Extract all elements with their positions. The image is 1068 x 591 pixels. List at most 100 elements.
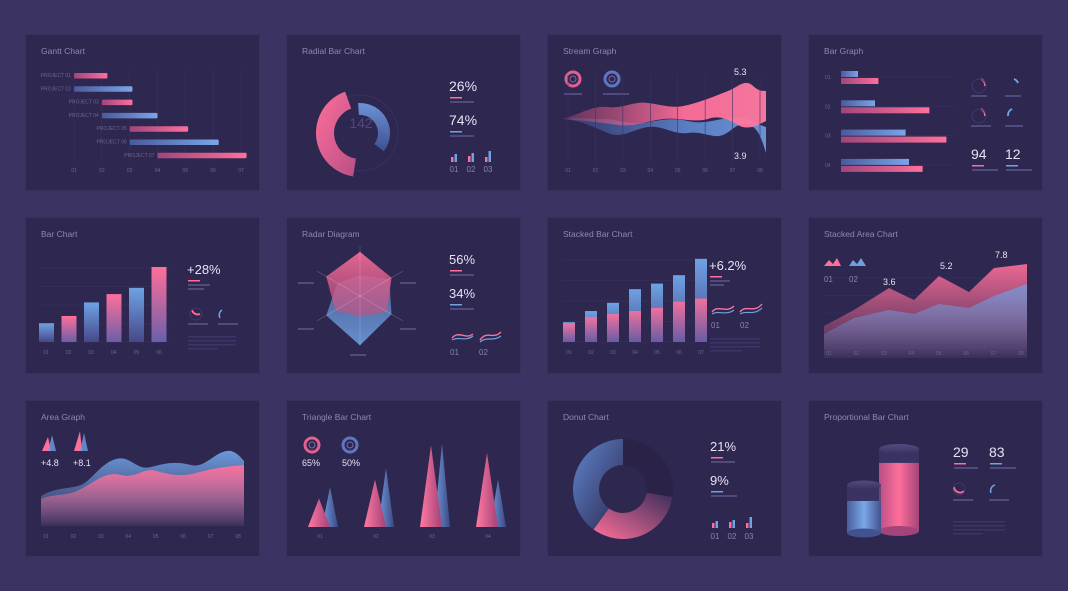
peak-value-label: 5.3 [734,67,747,77]
radar-axis-label [298,282,314,284]
gauge-icon [218,309,223,319]
radar-stat-1: 56% [449,252,475,267]
ring-icon [341,436,359,454]
legend-label: 03 [745,532,754,541]
stream-series-blue [563,116,766,153]
x-tick-label: 03 [429,534,435,540]
x-tick-label: 04 [632,350,638,356]
radial-center-value: 142 [349,115,373,131]
proportional-stat-1: 29 [953,444,969,460]
radar-axis [317,295,361,321]
gauge-icon [191,309,201,316]
mini-bar [732,520,735,528]
x-tick-label: 07 [730,168,736,174]
card-title: Donut Chart [563,412,609,422]
mini-bar [454,154,457,162]
stacked-area-chart: 3.6 5.2 7.8 01 02 01 02 03 04 05 06 07 08 [824,250,1027,358]
radial-bar-chart: 142 26% 74% 01 02 03 [316,78,493,177]
h-bar-pink [841,136,947,143]
legend-label: 01 [450,165,459,174]
stream-series-pink [563,82,766,128]
bar [151,267,167,342]
mini-bar [749,517,752,528]
stack-bar-pink [695,298,707,342]
card-title: Stream Graph [563,46,617,56]
stream-legend [564,70,629,95]
card-title: Proportional Bar Chart [824,412,909,422]
gantt-bar [101,112,158,119]
bar-graph-stat-1: 94 [971,146,987,162]
trend-icon [739,303,763,313]
gauge-icon [989,484,996,494]
radar-axis [359,295,403,321]
donut-slice-dark [623,439,673,497]
y-tick-label: 02 [825,104,831,110]
ring-icon [303,436,321,454]
gantt-chart-card: Gantt Chart 01 02 03 04 05 06 07 PROJECT 01 PRO… [26,35,259,190]
bar-graph-card: Bar Graph 01 02 03 04 94 12 [809,35,1042,190]
stack-bar-pink [607,314,619,342]
mini-bar [471,153,474,162]
area-series-blue [824,284,1027,358]
x-tick-label: 01 [71,168,77,174]
gauge-icon [953,486,965,494]
cylinder-small [847,480,881,538]
stacked-bar-chart: 01 02 03 04 05 06 07 +6.2% 01 02 [562,258,763,356]
task-label: PROJECT 02 [41,86,71,92]
x-tick-label: 02 [99,168,105,174]
x-tick-label: 01 [826,351,832,357]
task-label: PROJECT 03 [69,100,99,106]
x-tick-label: 05 [134,350,140,356]
radar-axis [359,271,403,297]
radar-diagram-card: Radar Diagram 56% 34% 01 02 [287,218,520,373]
legend-label: 02 [467,165,476,174]
x-tick-label: 02 [854,351,860,357]
radar-series [326,251,392,317]
x-tick-label: 04 [111,350,117,356]
x-tick-label: 06 [702,168,708,174]
card-title: Gantt Chart [41,46,85,56]
legend-label: 02 [740,321,749,330]
donut-chart: 21% 9% 01 02 03 [573,439,754,541]
donut-stat-2: 9% [710,473,729,488]
triangle-bar-pink [420,445,442,527]
h-bar-blue [841,100,875,107]
triangle-bar-chart: 65% 50% 01 02 03 04 [302,436,506,540]
legend-ring-icon [603,70,621,88]
area-graph: +4.8 +8.1 01 02 03 04 05 06 07 08 [41,431,244,540]
radial-stat-1: 26% [449,78,477,94]
task-label: PROJECT 07 [124,153,154,159]
gantt-bar [101,99,133,106]
area-label: 7.8 [995,250,1008,260]
stream-graph: 5.3 3.9 01 02 03 04 05 06 07 08 [563,67,766,174]
bar [129,287,144,342]
legend-label: 01 [824,275,833,284]
mini-bar [485,157,488,162]
triangle-bar-chart-card: Triangle Bar Chart 65% 50% 01 02 03 04 [287,401,520,556]
x-tick-label: 08 [1018,351,1024,357]
x-tick-label: 02 [593,168,599,174]
x-tick-label: 02 [373,534,379,540]
radial-bar-pink [316,91,356,177]
x-tick-label: 05 [675,168,681,174]
x-tick-label: 04 [909,351,915,357]
x-tick-label: 04 [126,534,132,540]
gantt-bar [129,139,219,145]
legend-label: 02 [728,532,737,541]
card-title: Stacked Area Chart [824,229,898,239]
proportional-stat-2: 83 [989,444,1005,460]
cylinder-large [879,444,919,536]
triangle-stat-2: 50% [342,458,360,468]
bar-graph-stat-2: 12 [1005,146,1021,162]
h-bar-blue [841,129,906,136]
triangle-icon [42,437,51,451]
donut-slice-blue [573,439,623,530]
trend-icon [479,331,502,341]
stat-caption-bar [450,101,474,103]
x-tick-label: 02 [588,350,594,356]
radar-axis-label [298,328,314,330]
x-tick-label: 03 [88,350,94,356]
mini-bar [729,522,732,528]
h-bar-blue [841,71,858,77]
donut-slice-pink [593,492,673,539]
